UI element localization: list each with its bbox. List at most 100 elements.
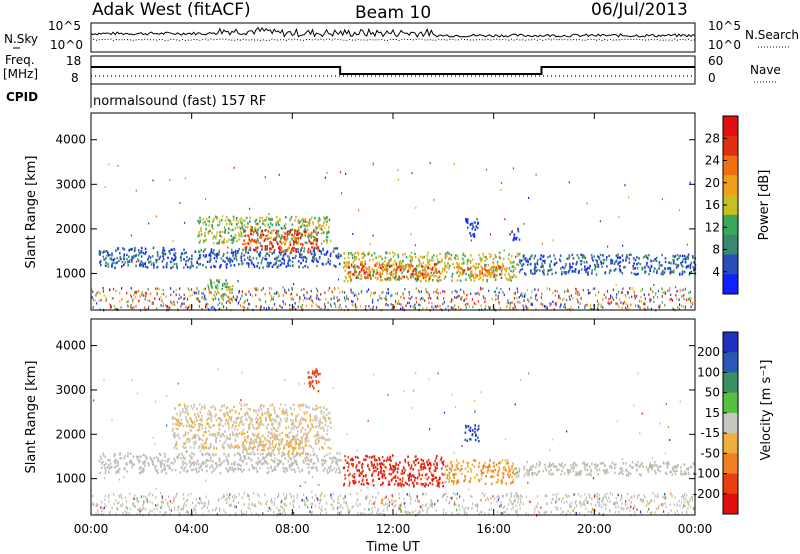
noise-pixel (131, 295, 133, 298)
range-cell (438, 275, 441, 278)
noise-pixel (316, 295, 318, 298)
noise-pixel (208, 288, 210, 291)
noise-pixel (520, 294, 522, 297)
range-cell (604, 272, 606, 275)
noise-pixel (593, 304, 595, 307)
range-cell (641, 268, 644, 271)
range-cell (327, 229, 330, 232)
noise-pixel (513, 296, 515, 300)
noise-pixel (306, 498, 308, 501)
range-cell (264, 238, 267, 241)
noise-pixel (324, 494, 326, 498)
range-cell (248, 456, 250, 460)
noise-pixel (536, 495, 538, 498)
range-cell (126, 253, 128, 257)
noise-pixel (550, 510, 552, 514)
range-cell (124, 454, 126, 458)
range-cell (99, 471, 102, 475)
range-cell (291, 233, 293, 237)
range-cell (210, 406, 213, 409)
range-cell (265, 425, 268, 429)
range-cell (394, 253, 396, 256)
noise-pixel (643, 293, 645, 297)
noise-pixel (403, 497, 405, 501)
range-cell (262, 233, 265, 237)
noise-pixel (548, 301, 550, 305)
noise-pixel (145, 508, 147, 511)
noise-pixel (659, 304, 661, 307)
range-cell (313, 256, 315, 259)
noise-pixel (385, 495, 387, 499)
range-cell (139, 459, 141, 462)
range-cell (111, 262, 114, 265)
range-cell (315, 257, 317, 260)
range-cell (458, 274, 460, 278)
noise-pixel (96, 504, 98, 508)
noise-pixel (337, 498, 339, 501)
range-cell (474, 221, 476, 224)
range-cell (456, 262, 458, 265)
range-cell (687, 265, 689, 268)
noise-pixel (248, 290, 250, 293)
noise-pixel (157, 503, 159, 507)
range-cell (672, 271, 675, 274)
range-cell (316, 226, 318, 230)
range-cell (274, 257, 276, 260)
noise-pixel (310, 502, 312, 505)
noise-pixel (170, 300, 172, 304)
colorbar-tick-label: 12 (705, 220, 720, 234)
range-cell (124, 261, 126, 264)
noise-pixel (595, 293, 597, 297)
noise-pixel (664, 452, 667, 455)
range-cell (278, 259, 280, 262)
noise-pixel (166, 502, 168, 505)
range-cell (636, 263, 638, 266)
range-cell (638, 257, 640, 260)
noise-pixel (415, 287, 417, 290)
range-cell (569, 262, 571, 266)
range-cell (687, 253, 690, 256)
noise-pixel (363, 512, 365, 516)
range-cell (568, 268, 571, 271)
noise-pixel (465, 306, 467, 309)
noise-pixel (591, 497, 593, 500)
noise-pixel (564, 303, 566, 306)
range-cell (190, 424, 192, 427)
range-cell (517, 254, 519, 257)
range-cell (470, 222, 472, 226)
range-cell (590, 254, 593, 257)
range-cell (297, 466, 300, 470)
noise-pixel (355, 294, 358, 298)
range-cell (232, 240, 235, 243)
noise-pixel (645, 504, 647, 507)
noise-pixel (419, 505, 421, 508)
range-cell (456, 279, 459, 282)
range-cell (164, 459, 167, 463)
range-cell (315, 231, 317, 235)
noise-pixel (347, 297, 349, 301)
range-cell (431, 256, 434, 259)
noise-pixel (326, 171, 328, 174)
noise-pixel (247, 431, 249, 433)
noise-pixel (97, 503, 99, 507)
range-cell (308, 221, 311, 224)
noise-pixel (278, 294, 281, 297)
range-cell (167, 256, 169, 259)
noise-pixel (146, 292, 148, 296)
range-cell (550, 260, 553, 263)
noise-pixel (621, 458, 623, 460)
noise-pixel (417, 512, 419, 515)
range-cell (236, 444, 239, 447)
range-cell (519, 268, 522, 272)
range-cell (307, 458, 309, 462)
range-cell (492, 269, 495, 272)
range-cell (273, 461, 276, 464)
range-cell (215, 453, 217, 456)
noise-pixel (689, 299, 692, 303)
range-cell (298, 470, 301, 473)
noise-pixel (398, 302, 401, 305)
range-cell (251, 229, 253, 232)
noise-pixel (591, 308, 593, 311)
range-cell (276, 429, 278, 432)
range-cell (137, 258, 139, 261)
